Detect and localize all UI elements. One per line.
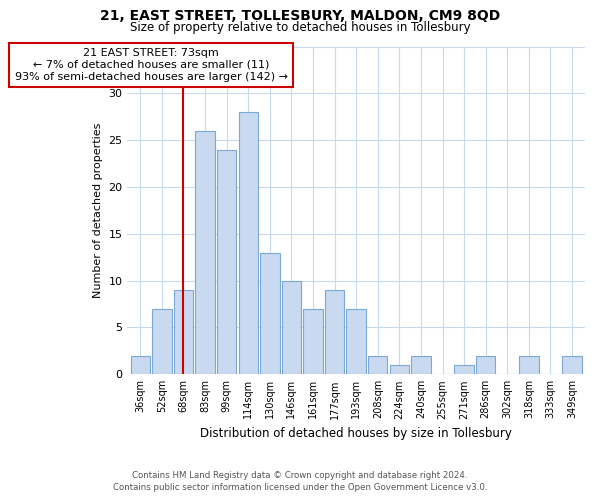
Bar: [131, 356, 150, 374]
Bar: [174, 290, 193, 374]
Bar: [325, 290, 344, 374]
Bar: [239, 112, 258, 374]
Text: 21, EAST STREET, TOLLESBURY, MALDON, CM9 8QD: 21, EAST STREET, TOLLESBURY, MALDON, CM9…: [100, 9, 500, 23]
X-axis label: Distribution of detached houses by size in Tollesbury: Distribution of detached houses by size …: [200, 427, 512, 440]
Bar: [454, 365, 474, 374]
Bar: [389, 365, 409, 374]
Bar: [519, 356, 539, 374]
Text: Size of property relative to detached houses in Tollesbury: Size of property relative to detached ho…: [130, 21, 470, 34]
Y-axis label: Number of detached properties: Number of detached properties: [93, 122, 103, 298]
Bar: [411, 356, 431, 374]
Bar: [196, 131, 215, 374]
Text: Contains HM Land Registry data © Crown copyright and database right 2024.
Contai: Contains HM Land Registry data © Crown c…: [113, 471, 487, 492]
Bar: [152, 308, 172, 374]
Bar: [260, 252, 280, 374]
Bar: [217, 150, 236, 374]
Bar: [368, 356, 388, 374]
Bar: [346, 308, 366, 374]
Bar: [562, 356, 582, 374]
Text: 21 EAST STREET: 73sqm
← 7% of detached houses are smaller (11)
93% of semi-detac: 21 EAST STREET: 73sqm ← 7% of detached h…: [14, 48, 287, 82]
Bar: [304, 308, 323, 374]
Bar: [476, 356, 496, 374]
Bar: [282, 280, 301, 374]
